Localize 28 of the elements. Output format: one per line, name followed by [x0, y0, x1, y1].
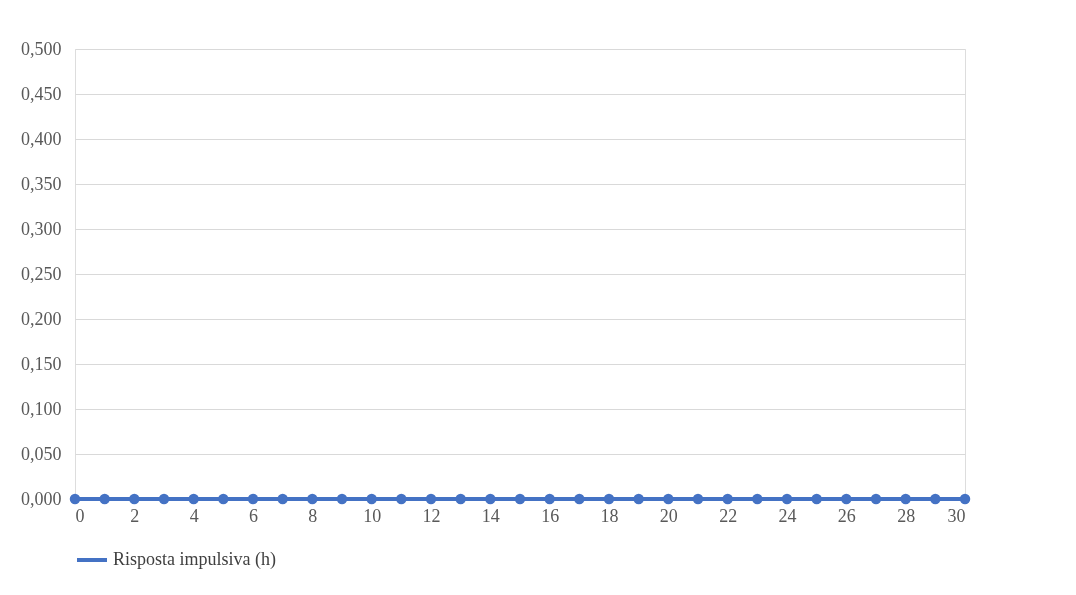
x-tick-label: 0 — [75, 505, 85, 526]
x-tick-label: 16 — [541, 505, 560, 526]
x-tick-label: 24 — [778, 505, 797, 526]
x-tick-label: 22 — [719, 505, 738, 526]
x-tick-label: 12 — [422, 505, 441, 526]
x-tick-label: 30 — [947, 505, 966, 526]
y-tick-label: 0,000 — [21, 488, 62, 509]
y-tick-label: 0,300 — [21, 218, 62, 239]
y-tick-label: 0,350 — [21, 173, 62, 194]
y-tick-label: 0,100 — [21, 398, 62, 419]
y-tick-label: 0,200 — [21, 308, 62, 329]
x-tick-label: 28 — [897, 505, 916, 526]
x-tick-label: 8 — [308, 505, 318, 526]
x-tick-label: 2 — [130, 505, 140, 526]
x-tick-label: 26 — [837, 505, 856, 526]
x-tick-label: 10 — [363, 505, 382, 526]
x-tick-label: 14 — [481, 505, 500, 526]
y-tick-label: 0,050 — [21, 443, 62, 464]
legend-label: Risposta impulsiva (h) — [113, 549, 276, 570]
y-tick-label: 0,250 — [21, 263, 62, 284]
x-tick-label: 6 — [249, 505, 258, 526]
x-tick-label: 20 — [659, 505, 678, 526]
y-tick-label: 0,150 — [21, 353, 62, 374]
y-tick-label: 0,400 — [21, 128, 62, 149]
y-tick-label: 0,500 — [21, 38, 62, 59]
x-tick-label: 4 — [189, 505, 199, 526]
y-tick-label: 0,450 — [21, 83, 62, 104]
x-tick-label: 18 — [600, 505, 619, 526]
